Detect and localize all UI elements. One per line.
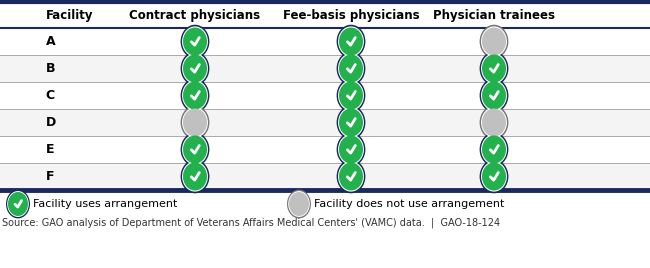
Text: Facility uses arrangement: Facility uses arrangement [33,199,177,209]
Text: E: E [46,143,54,156]
Ellipse shape [480,79,508,112]
Ellipse shape [183,28,207,55]
Text: F: F [46,170,54,183]
Ellipse shape [339,136,363,163]
Ellipse shape [181,106,209,139]
Ellipse shape [182,26,208,57]
Bar [0,82,650,109]
Ellipse shape [182,53,208,84]
Text: Fee-basis physicians: Fee-basis physicians [283,9,419,21]
Ellipse shape [289,192,309,216]
Ellipse shape [480,52,508,85]
Ellipse shape [339,109,363,136]
Ellipse shape [338,53,364,84]
Text: D: D [46,116,56,129]
Ellipse shape [481,161,507,192]
Text: Facility does not use arrangement: Facility does not use arrangement [314,199,504,209]
Text: Physician trainees: Physician trainees [433,9,555,21]
Ellipse shape [339,28,363,55]
Ellipse shape [338,161,364,192]
Ellipse shape [181,79,209,112]
Ellipse shape [337,160,365,193]
Ellipse shape [339,162,363,191]
Ellipse shape [481,107,507,138]
Ellipse shape [6,189,30,218]
Ellipse shape [182,107,208,138]
Bar [0,28,650,55]
Ellipse shape [181,160,209,193]
Ellipse shape [339,54,363,83]
Ellipse shape [338,80,364,111]
Ellipse shape [338,107,364,138]
Ellipse shape [482,81,506,110]
Ellipse shape [480,25,508,58]
Ellipse shape [482,162,506,191]
Ellipse shape [181,133,209,166]
Ellipse shape [287,189,311,218]
Ellipse shape [482,109,506,136]
Bar [0,55,650,82]
Ellipse shape [337,106,365,139]
Ellipse shape [183,136,207,163]
Ellipse shape [337,52,365,85]
Ellipse shape [337,25,365,58]
Ellipse shape [338,134,364,165]
Ellipse shape [181,25,209,58]
Ellipse shape [182,80,208,111]
Ellipse shape [8,192,28,216]
Ellipse shape [339,81,363,110]
Bar [0,163,650,190]
Ellipse shape [481,26,507,57]
Ellipse shape [480,160,508,193]
Text: Source: GAO analysis of Department of Veterans Affairs Medical Centers' (VAMC) d: Source: GAO analysis of Department of Ve… [2,218,500,229]
Ellipse shape [288,191,310,217]
Ellipse shape [480,133,508,166]
Ellipse shape [182,134,208,165]
Ellipse shape [182,161,208,192]
Ellipse shape [183,162,207,191]
Bar [0,109,650,136]
Ellipse shape [337,133,365,166]
Ellipse shape [183,109,207,136]
Ellipse shape [7,191,29,217]
Text: B: B [46,62,55,75]
Ellipse shape [482,54,506,83]
Text: A: A [46,35,55,48]
Text: Facility: Facility [46,9,93,21]
Text: C: C [46,89,55,102]
Ellipse shape [482,136,506,163]
Ellipse shape [338,26,364,57]
Ellipse shape [181,52,209,85]
Text: Contract physicians: Contract physicians [129,9,261,21]
Bar [0,136,650,163]
Ellipse shape [337,79,365,112]
Ellipse shape [481,80,507,111]
Ellipse shape [481,53,507,84]
Ellipse shape [481,134,507,165]
Ellipse shape [183,54,207,83]
Ellipse shape [183,81,207,110]
Ellipse shape [482,28,506,55]
Ellipse shape [480,106,508,139]
